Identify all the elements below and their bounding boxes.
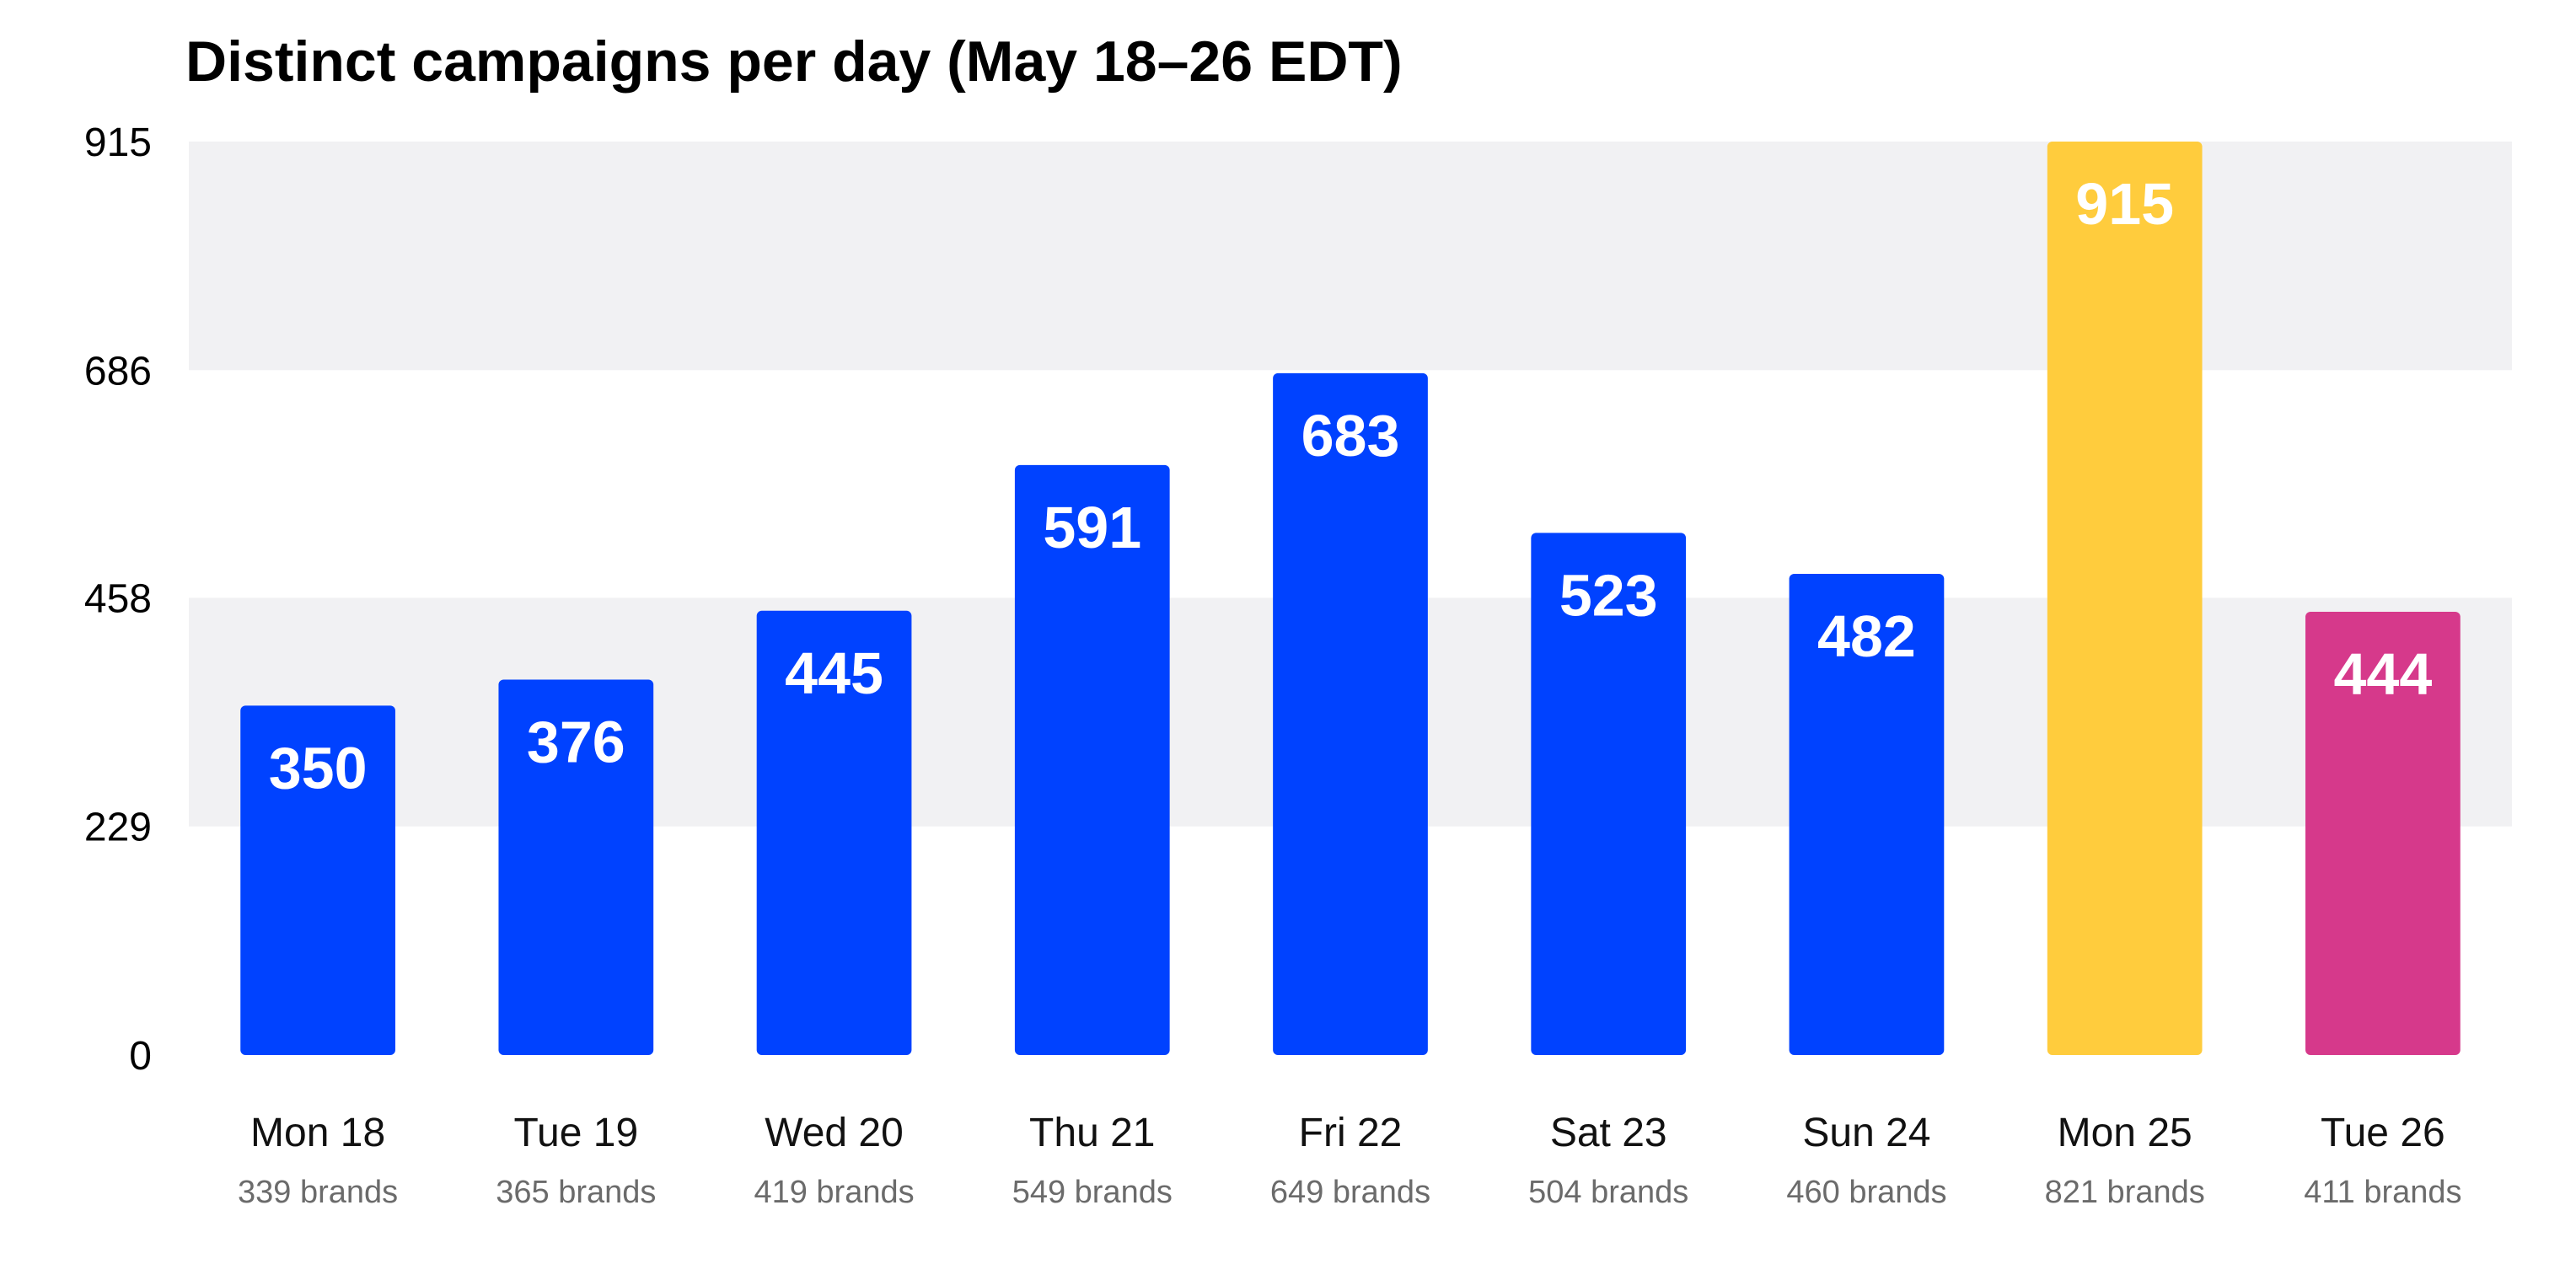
bar-value-label: 523 xyxy=(1559,562,1658,628)
x-sublabel: 460 brands xyxy=(1786,1175,1946,1210)
bar-value-label: 444 xyxy=(2333,641,2432,707)
x-sublabel: 504 brands xyxy=(1528,1175,1688,1210)
x-tick-label: Mon 18 xyxy=(250,1111,385,1155)
bar xyxy=(1789,573,1945,1055)
x-tick-label: Tue 19 xyxy=(514,1111,639,1155)
bar xyxy=(2305,611,2461,1055)
x-axis: Mon 18 339 brands Tue 19 365 brands Wed 20 41… xyxy=(238,1111,2462,1210)
bar-value-label: 445 xyxy=(785,640,883,706)
x-sublabel: 649 brands xyxy=(1270,1175,1430,1210)
y-tick-label: 229 xyxy=(84,806,152,850)
bar-value-label: 591 xyxy=(1043,495,1141,560)
x-tick-label: Tue 26 xyxy=(2321,1111,2445,1155)
bar xyxy=(756,610,912,1055)
y-tick-label: 458 xyxy=(84,576,152,621)
x-sublabel: 365 brands xyxy=(496,1175,656,1210)
x-sublabel: 549 brands xyxy=(1012,1175,1173,1210)
y-axis: 0 229 458 686 915 xyxy=(84,121,152,1079)
x-tick-label: Wed 20 xyxy=(765,1111,904,1155)
chart-title: Distinct campaigns per day (May 18–26 ED… xyxy=(185,29,1403,94)
y-tick-label: 0 xyxy=(129,1034,152,1079)
x-sublabel: 411 brands xyxy=(2304,1175,2461,1210)
y-tick-label: 686 xyxy=(84,349,152,394)
bar xyxy=(1531,533,1687,1055)
bar xyxy=(1014,464,1170,1055)
bar xyxy=(498,679,654,1055)
bar-value-label: 482 xyxy=(1817,603,1916,669)
bar-value-label: 683 xyxy=(1301,403,1400,469)
bar-value-label: 350 xyxy=(269,735,368,801)
bar-value-label: 376 xyxy=(527,710,625,775)
x-sublabel: 821 brands xyxy=(2045,1175,2205,1210)
y-tick-label: 915 xyxy=(84,121,152,165)
x-tick-label: Mon 25 xyxy=(2058,1111,2192,1155)
bar xyxy=(240,705,395,1055)
bars: 350 376 445 591 683 523 482 915 444 xyxy=(240,142,2461,1055)
x-tick-label: Fri 22 xyxy=(1299,1111,1403,1155)
bar xyxy=(1273,372,1428,1055)
x-sublabel: 339 brands xyxy=(238,1175,398,1210)
x-sublabel: 419 brands xyxy=(754,1175,914,1210)
bar-value-label: 915 xyxy=(2075,171,2174,237)
x-tick-label: Sat 23 xyxy=(1550,1111,1667,1155)
x-tick-label: Sun 24 xyxy=(1802,1111,1930,1155)
x-tick-label: Thu 21 xyxy=(1029,1111,1155,1155)
bar xyxy=(2047,142,2203,1055)
